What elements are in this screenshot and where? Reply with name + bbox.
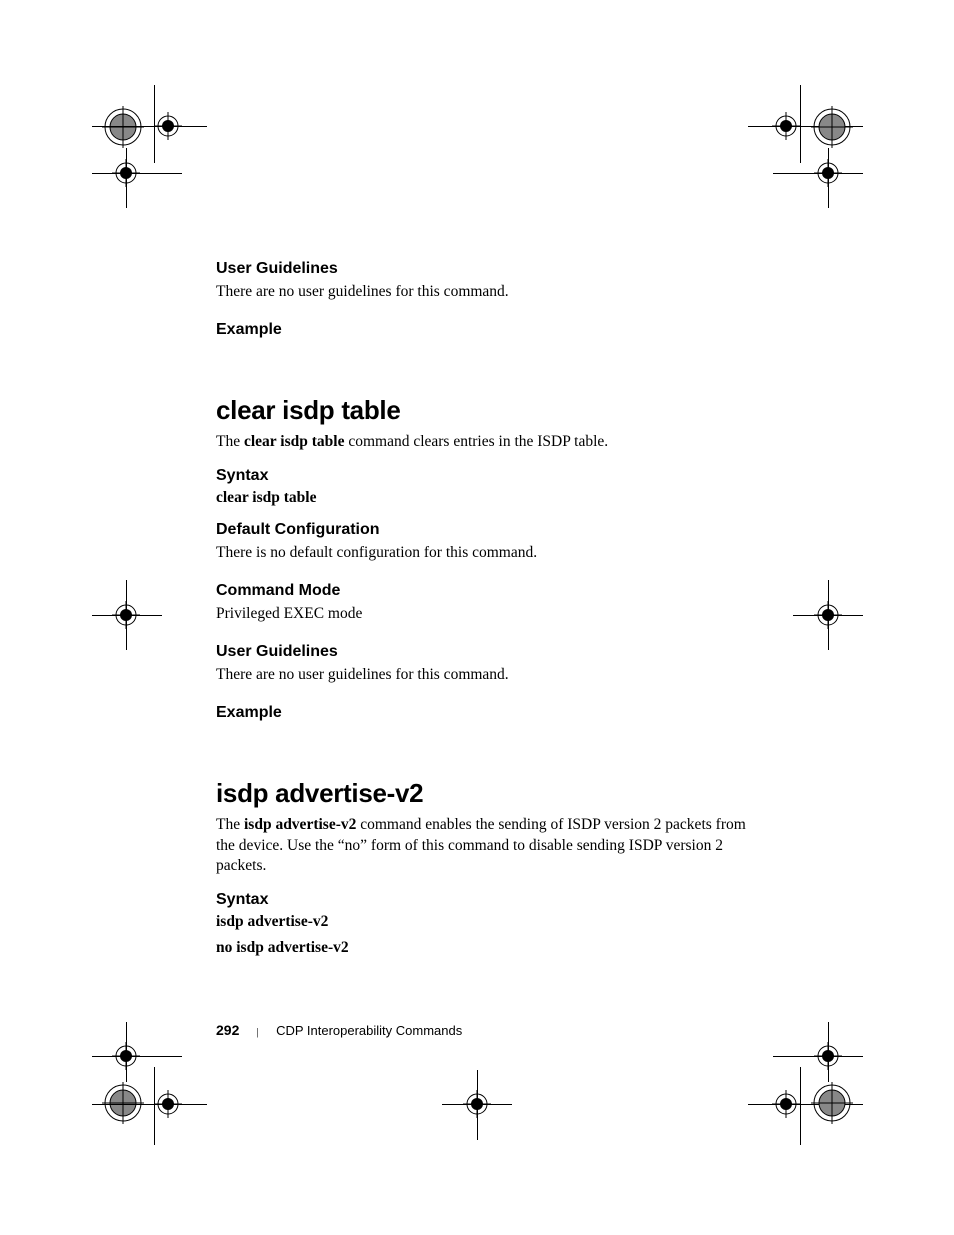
- crop-mark-tr2: [814, 159, 842, 187]
- text-user-guidelines-2: There are no user guidelines for this co…: [216, 665, 756, 686]
- crop-mark-tl2: [112, 159, 140, 187]
- text-default-config-1: There is no default configuration for th…: [216, 543, 756, 564]
- section-example-2: Example: [216, 704, 756, 722]
- desc2-bold: isdp advertise-v2: [244, 816, 356, 833]
- crop-mark-br2: [814, 1042, 842, 1070]
- section-example-1: Example: [216, 321, 756, 339]
- heading-syntax-1: Syntax: [216, 467, 756, 485]
- desc2-pre: The: [216, 816, 244, 833]
- heading-user-guidelines-2: User Guidelines: [216, 643, 756, 661]
- text-user-guidelines-1: There are no user guidelines for this co…: [216, 282, 756, 303]
- section-syntax-2: Syntax isdp advertise-v2 no isdp adverti…: [216, 891, 756, 957]
- page-footer: 292 | CDP Interoperability Commands: [216, 1022, 462, 1039]
- heading-default-config-1: Default Configuration: [216, 521, 756, 539]
- section-command-mode-1: Command Mode Privileged EXEC mode: [216, 582, 756, 625]
- command-desc-2: The isdp advertise-v2 command enables th…: [216, 815, 756, 878]
- heading-user-guidelines-1: User Guidelines: [216, 260, 756, 278]
- desc1-bold: clear isdp table: [244, 433, 344, 450]
- section-syntax-1: Syntax clear isdp table: [216, 467, 756, 507]
- section-user-guidelines-1: User Guidelines There are no user guidel…: [216, 260, 756, 303]
- heading-example-1: Example: [216, 321, 756, 339]
- crop-mark-tl-outer: [102, 106, 144, 148]
- desc1-post: command clears entries in the ISDP table…: [344, 433, 608, 450]
- desc1-pre: The: [216, 433, 244, 450]
- section-default-config-1: Default Configuration There is no defaul…: [216, 521, 756, 564]
- heading-command-mode-1: Command Mode: [216, 582, 756, 600]
- syntax-line-1: clear isdp table: [216, 489, 756, 507]
- crop-mark-bc: [463, 1090, 491, 1118]
- page: User Guidelines There are no user guidel…: [0, 0, 954, 1235]
- heading-syntax-2: Syntax: [216, 891, 756, 909]
- crop-mark-tr-outer: [811, 106, 853, 148]
- crop-mark-mr: [814, 601, 842, 629]
- crop-line-tl-b: [92, 126, 207, 127]
- crop-mark-ml: [112, 601, 140, 629]
- crop-mark-bl2: [112, 1042, 140, 1070]
- text-command-mode-1: Privileged EXEC mode: [216, 604, 756, 625]
- crop-line-tr-a: [800, 85, 801, 163]
- crop-mark-br-outer: [811, 1082, 853, 1124]
- command-title-clear-isdp-table: clear isdp table: [216, 395, 756, 426]
- heading-example-2: Example: [216, 704, 756, 722]
- section-user-guidelines-2: User Guidelines There are no user guidel…: [216, 643, 756, 686]
- page-number: 292: [216, 1022, 239, 1038]
- crop-mark-bl-outer: [102, 1082, 144, 1124]
- crop-mark-tr-inner: [772, 112, 800, 140]
- footer-separator: |: [257, 1026, 259, 1038]
- command-title-isdp-advertise-v2: isdp advertise-v2: [216, 778, 756, 809]
- footer-section-title: CDP Interoperability Commands: [276, 1023, 462, 1038]
- content-area: User Guidelines There are no user guidel…: [216, 260, 756, 971]
- crop-line-bl-b: [92, 1104, 207, 1105]
- crop-line-br-a: [800, 1067, 801, 1145]
- command-desc-1: The clear isdp table command clears entr…: [216, 432, 756, 453]
- syntax-line-2b: no isdp advertise-v2: [216, 939, 756, 957]
- crop-mark-br-inner: [772, 1090, 800, 1118]
- syntax-line-2a: isdp advertise-v2: [216, 913, 756, 931]
